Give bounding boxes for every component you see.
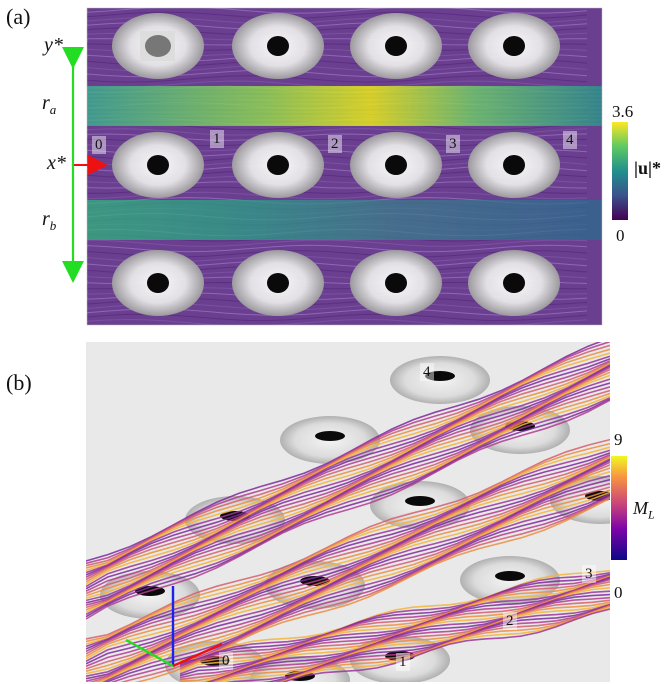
colorbar-b-max: 9 [614, 430, 623, 449]
cylinder-core [315, 431, 345, 441]
panel-a-marker-1: 1 [210, 130, 224, 148]
panel-b-figure [86, 342, 627, 682]
cylinder-core [147, 273, 169, 293]
colorbar-a-max: 3.6 [612, 102, 634, 121]
panel-b-marker-0: 0 [219, 652, 233, 670]
colorbar-b-title: ML [633, 498, 655, 522]
axis-label-x: x* [47, 152, 66, 174]
cylinder-core [267, 273, 289, 293]
colorbar-b [611, 456, 627, 560]
cylinder-core [495, 571, 525, 581]
axis-label-y: y* [44, 34, 63, 56]
panel-a-marker-0: 0 [92, 136, 106, 154]
colorbar-a-min: 0 [616, 226, 625, 245]
cylinder-core [503, 273, 525, 293]
label-rb: rb [42, 208, 57, 233]
panel-a-figure [62, 7, 628, 326]
panel-a-cylinders [112, 13, 560, 316]
panel-b-flowfield [86, 342, 610, 682]
triad-y-axis [125, 638, 174, 668]
panel-b-marker-4: 4 [420, 363, 434, 381]
cylinder-core [267, 36, 289, 56]
cylinder-core [503, 36, 525, 56]
panel-a-label: (a) [6, 4, 31, 29]
panel-a-marker-2: 2 [328, 135, 342, 153]
cylinder-core [385, 36, 407, 56]
cylinder-core [385, 155, 407, 175]
cylinder-core [503, 155, 525, 175]
panel-b-marker-1: 1 [396, 653, 410, 671]
panel-a-marker-4: 4 [563, 131, 577, 149]
cylinder-core [405, 496, 435, 506]
lower-jet [87, 200, 602, 240]
cylinder-core [147, 155, 169, 175]
colorbar-a [612, 122, 628, 220]
panel-b-marker-2: 2 [503, 612, 517, 630]
upper-jet [87, 86, 602, 126]
triad-x-axis [172, 642, 223, 668]
label-ra: ra [42, 92, 57, 117]
cylinder-core [267, 155, 289, 175]
colorbar-a-title: |u|* [634, 158, 661, 178]
panel-a-marker-3: 3 [446, 135, 460, 153]
colorbar-b-min: 0 [614, 583, 623, 602]
cylinder-core [425, 371, 455, 381]
cylinder-core [385, 273, 407, 293]
panel-b-label: (b) [6, 370, 32, 395]
panel-a-flowfield [87, 8, 602, 325]
panel-b-marker-3: 3 [582, 565, 596, 583]
